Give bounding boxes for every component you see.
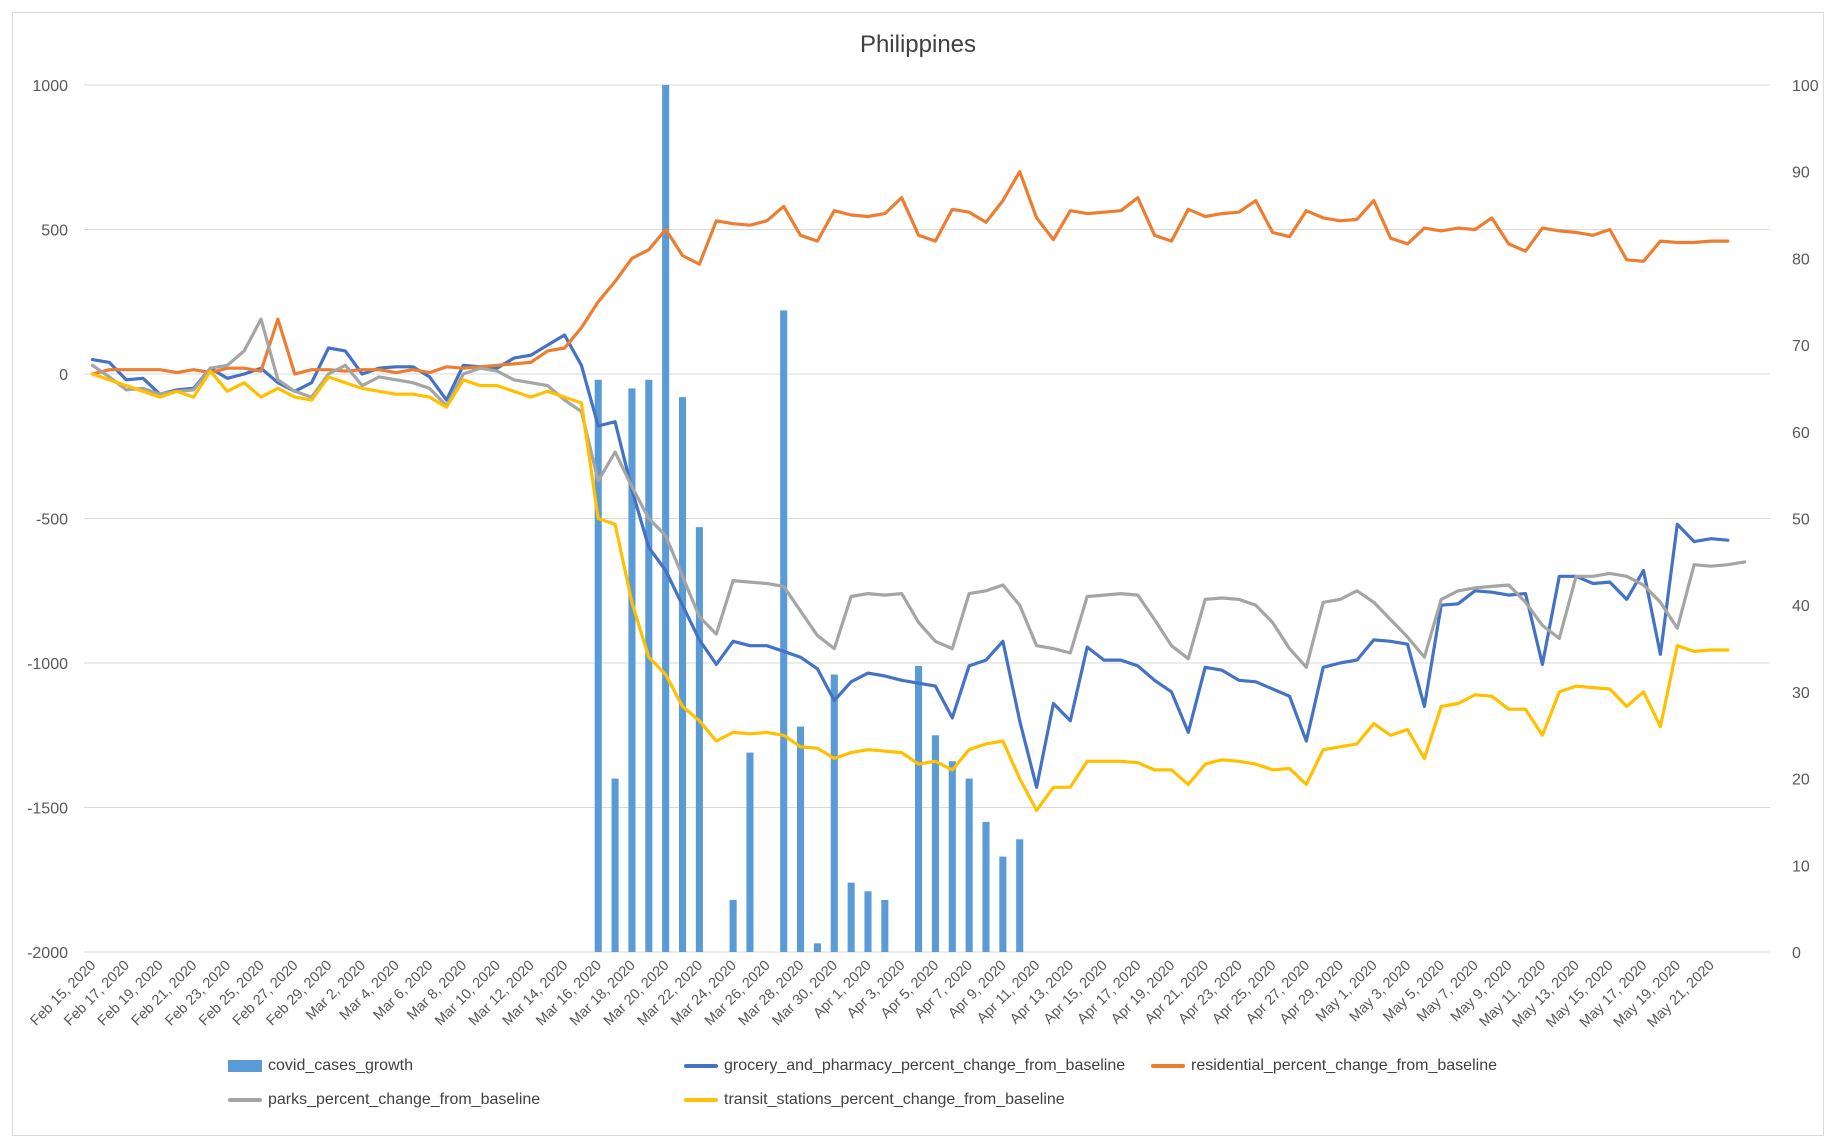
bar [864, 891, 872, 952]
right-axis-tick-label: 60 [1792, 425, 1810, 442]
legend-label: transit_stations_percent_change_from_bas… [724, 1091, 1065, 1108]
left-axis-tick-label: 500 [41, 223, 68, 240]
left-axis-tick-label: 0 [59, 367, 68, 384]
left-axis-tick-label: -2000 [27, 945, 68, 962]
legend-swatch [228, 1060, 262, 1072]
bar [948, 761, 956, 952]
legend-label: residential_percent_change_from_baseline [1191, 1057, 1497, 1074]
bar [965, 778, 973, 952]
bar [678, 397, 687, 952]
chart-frame [12, 12, 1824, 1136]
bar [982, 821, 990, 952]
bar-series-covid-cases-growth [594, 85, 1024, 952]
right-axis-tick-label: 70 [1792, 338, 1810, 355]
chart-title: Philippines [860, 31, 976, 58]
bar [797, 726, 805, 952]
right-axis-tick-label: 10 [1792, 858, 1810, 875]
bar [999, 856, 1007, 952]
legend-label: covid_cases_growth [268, 1057, 413, 1074]
legend-swatch [684, 1098, 718, 1102]
left-axis-tick-label: -1500 [27, 801, 68, 818]
line-series-group [90, 170, 1747, 813]
right-axis-tick-label: 50 [1792, 512, 1810, 529]
bar [662, 85, 670, 952]
right-axis-tick-label: 100 [1792, 78, 1819, 95]
legend-swatch [1151, 1064, 1185, 1068]
left-axis-tick-label: -500 [36, 512, 68, 529]
bar [813, 943, 821, 952]
legend-item: residential_percent_change_from_baseline [1151, 1057, 1497, 1075]
series-line-grocery-and-pharmacy-percent-change-from-baseline [90, 333, 1730, 789]
bar [847, 882, 855, 952]
legend-item: covid_cases_growth [228, 1057, 413, 1075]
legend-item: grocery_and_pharmacy_percent_change_from… [684, 1057, 1125, 1075]
bar [830, 674, 838, 952]
right-axis-tick-label: 0 [1792, 945, 1801, 962]
legend-label: grocery_and_pharmacy_percent_change_from… [724, 1057, 1126, 1074]
series-line-parks-percent-change-from-baseline [90, 317, 1747, 669]
left-axis-tick-label: -1000 [27, 656, 68, 673]
left-axis: 1000 500 0 -500 -1000 -1500 -2000 [27, 78, 68, 962]
legend-item: parks_percent_change_from_baseline [228, 1091, 540, 1109]
legend-swatch [228, 1098, 262, 1102]
right-axis-tick-label: 40 [1792, 598, 1810, 615]
legend-item: transit_stations_percent_change_from_bas… [684, 1091, 1065, 1109]
right-axis-tick-label: 80 [1792, 251, 1810, 268]
legend-swatch [684, 1064, 718, 1068]
bar [780, 310, 788, 952]
bar [645, 379, 653, 952]
right-axis-tick-label: 20 [1792, 772, 1810, 789]
bar [746, 752, 754, 952]
bar [594, 379, 602, 952]
bar [915, 665, 923, 952]
bar [628, 388, 636, 952]
right-axis-tick-label: 90 [1792, 165, 1810, 182]
bar [881, 899, 889, 952]
series-line-transit-stations-percent-change-from-baseline [90, 369, 1730, 813]
left-axis-tick-label: 1000 [32, 78, 68, 95]
legend-label: parks_percent_change_from_baseline [268, 1091, 541, 1108]
bar [1016, 839, 1024, 952]
bar [695, 527, 703, 952]
bar [729, 899, 737, 952]
bar [931, 735, 939, 952]
right-axis-tick-label: 30 [1792, 685, 1810, 702]
bar [611, 778, 619, 952]
gridlines [84, 84, 1770, 953]
series-line-residential-percent-change-from-baseline [90, 170, 1730, 376]
